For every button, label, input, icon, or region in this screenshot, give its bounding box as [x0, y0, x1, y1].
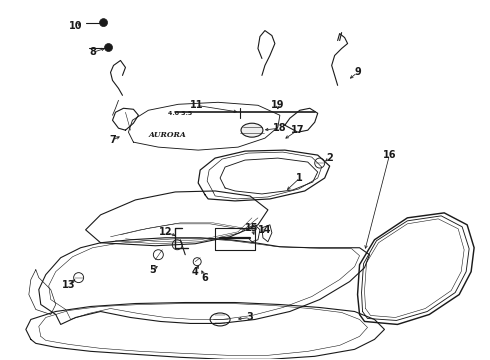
- Text: 6: 6: [202, 273, 209, 283]
- Text: 8: 8: [89, 48, 96, 58]
- Text: 2: 2: [326, 153, 333, 163]
- Text: 16: 16: [383, 150, 396, 160]
- Text: 5: 5: [149, 265, 156, 275]
- Ellipse shape: [241, 123, 263, 137]
- Text: 19: 19: [271, 100, 285, 110]
- Text: 15: 15: [245, 223, 259, 233]
- Text: 9: 9: [354, 67, 361, 77]
- Text: 4.0 3.5: 4.0 3.5: [168, 111, 193, 116]
- Text: 11: 11: [190, 100, 203, 110]
- Text: 18: 18: [273, 123, 287, 133]
- Text: 10: 10: [69, 21, 82, 31]
- Text: 7: 7: [109, 135, 116, 145]
- Text: 1: 1: [296, 173, 303, 183]
- Text: 3: 3: [246, 312, 253, 323]
- Circle shape: [99, 19, 107, 27]
- Text: 14: 14: [258, 225, 271, 235]
- Text: 13: 13: [62, 280, 75, 289]
- Text: 4: 4: [192, 267, 198, 276]
- Text: 12: 12: [159, 227, 172, 237]
- Text: AURORA: AURORA: [148, 131, 186, 139]
- Circle shape: [104, 44, 113, 51]
- Text: 17: 17: [291, 125, 305, 135]
